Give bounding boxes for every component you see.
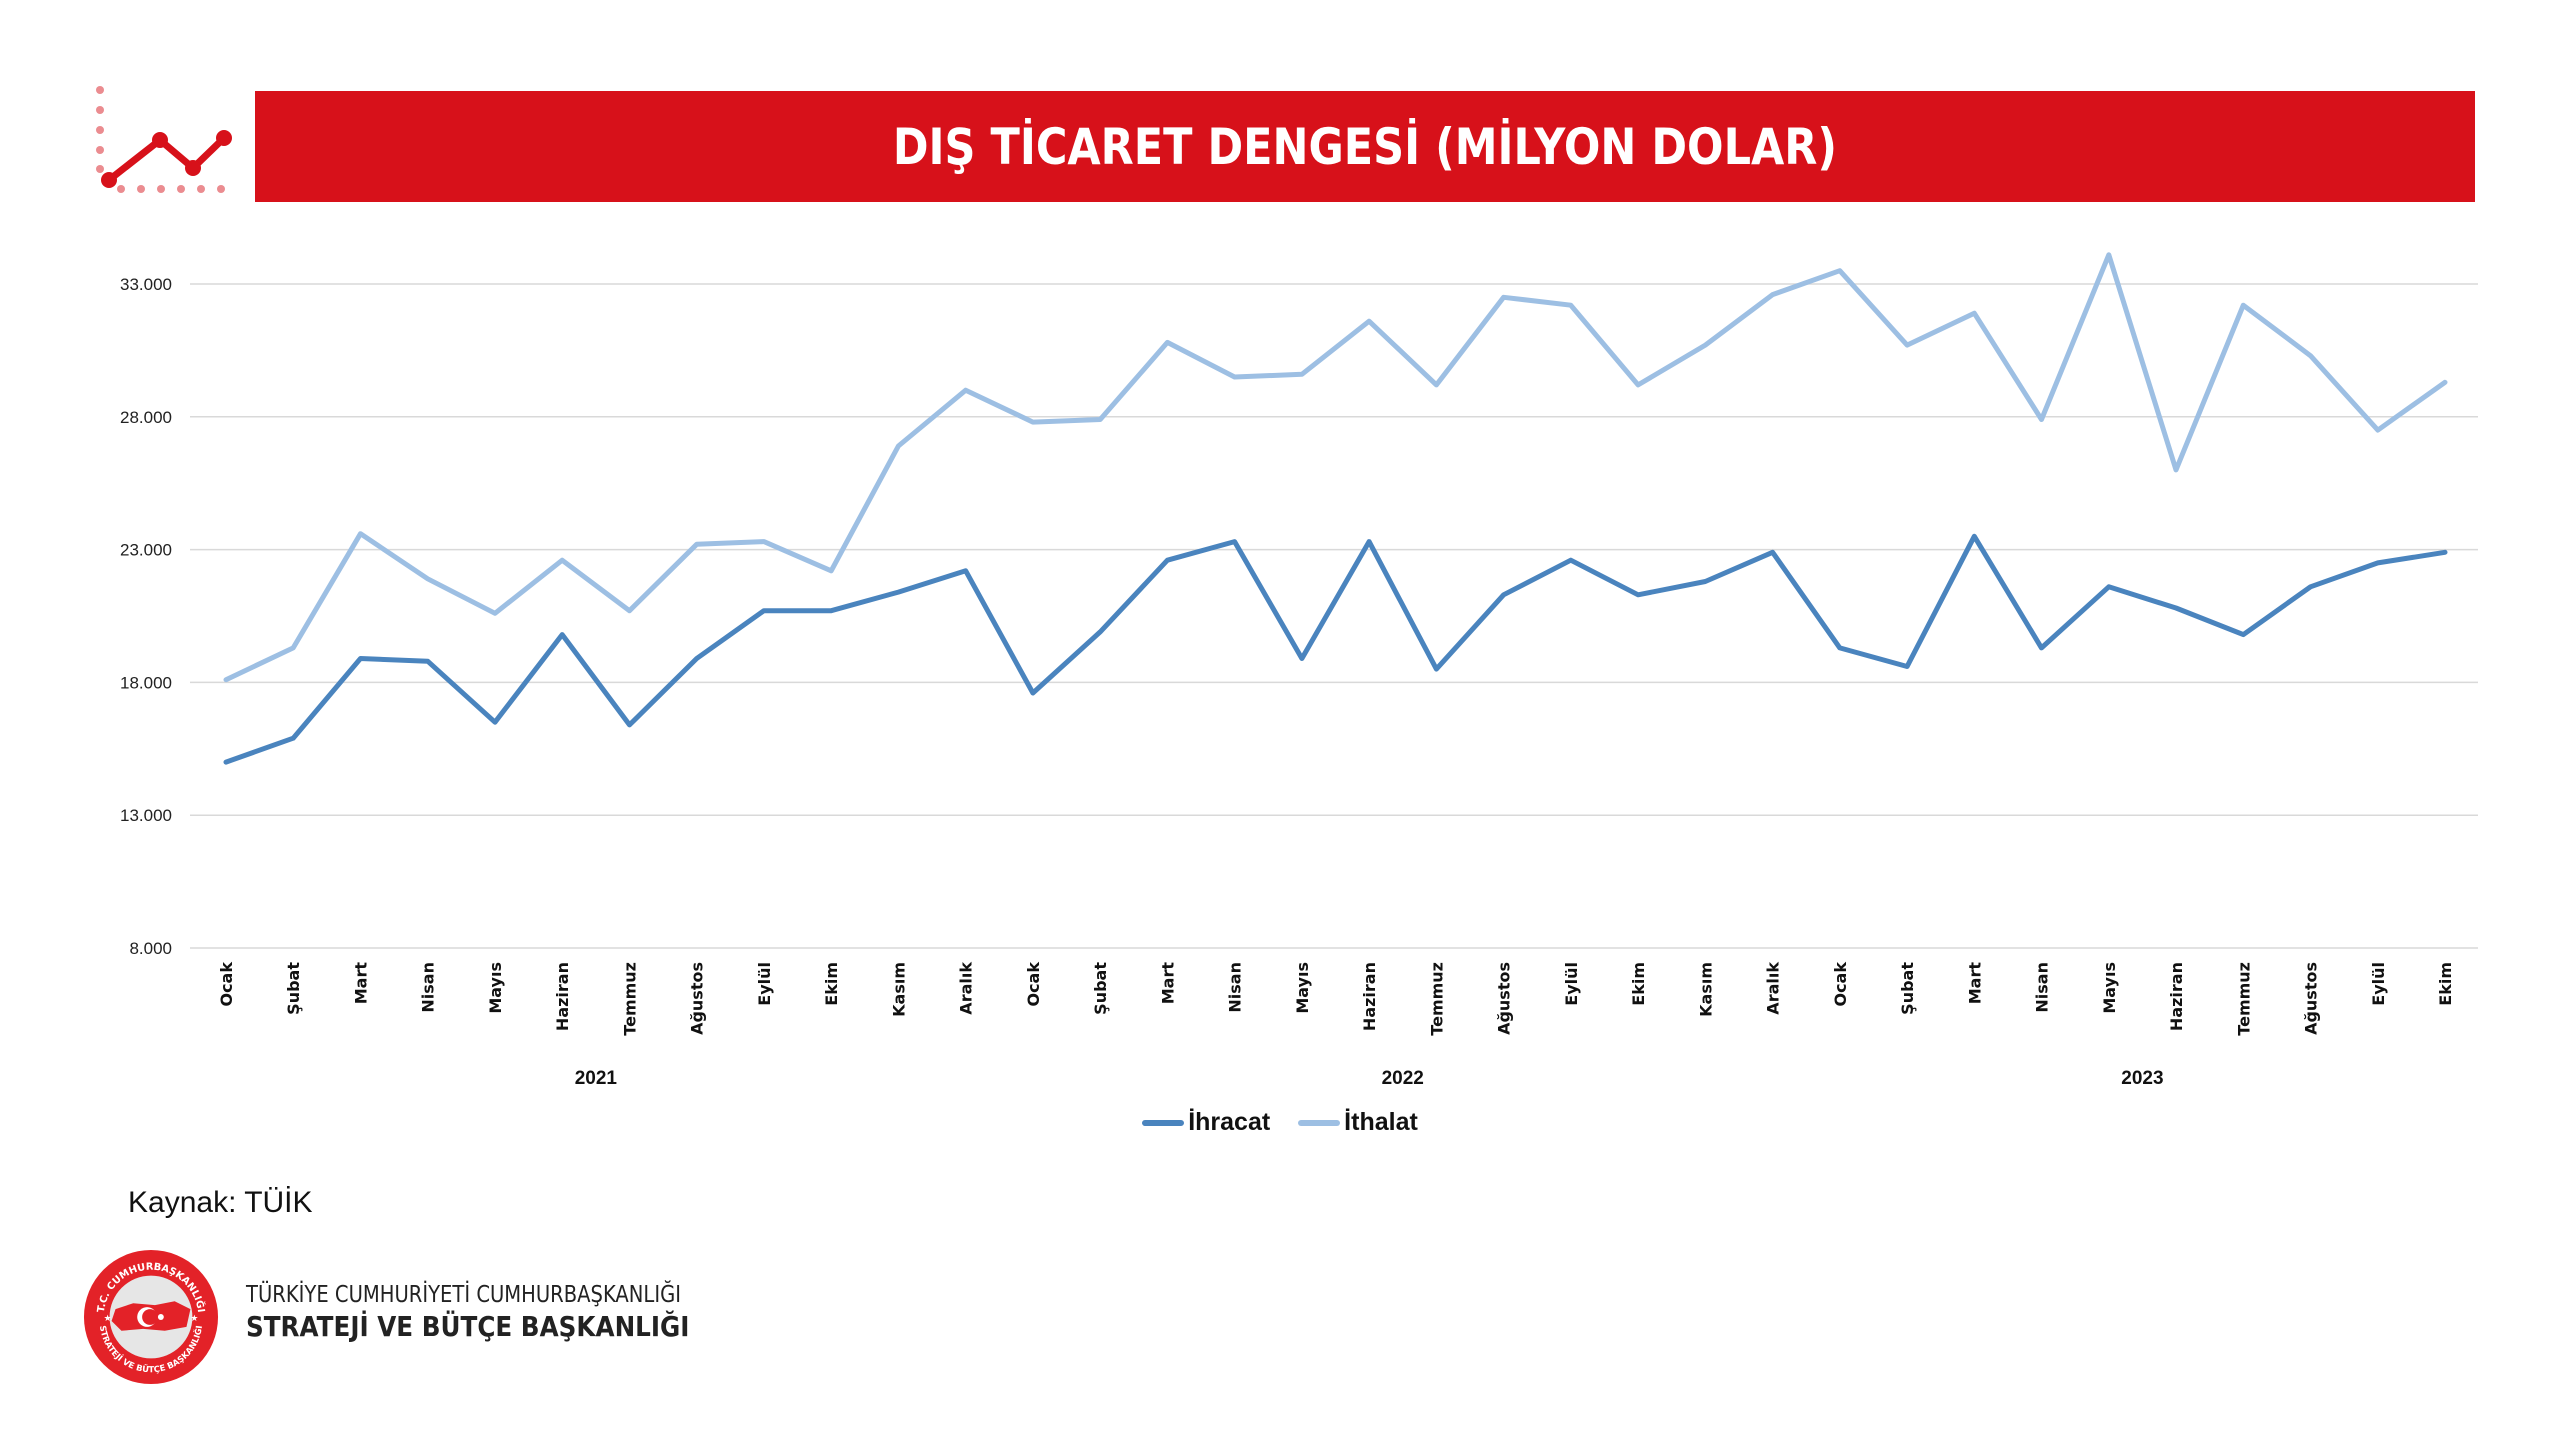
y-axis-ticks: 8.000 13.000 18.000 23.000 28.000 33.000 [120, 275, 172, 958]
x-tick-label: Ağustos [2302, 962, 2321, 1035]
series-line-ithalat [223, 252, 2448, 683]
x-tick-label: Ekim [1629, 962, 1648, 1006]
legend-swatch-ithalat [1298, 1119, 1341, 1126]
y-tick-label: 18.000 [120, 673, 172, 692]
x-tick-label: Mart [1965, 962, 1984, 1005]
series-line-ihracat [223, 533, 2448, 765]
line-chart-icon [96, 86, 232, 193]
legend-item-ithalat: İthalat [1298, 1108, 1418, 1137]
org-line-1: TÜRKİYE CUMHURİYETİ CUMHURBAŞKANLIĞI [246, 1282, 682, 1308]
x-tick-label: Aralık [957, 962, 976, 1015]
chart-title: DIŞ TİCARET DENGESİ (MİLYON DOLAR) [892, 117, 1838, 176]
legend-label-ithalat: İthalat [1344, 1108, 1418, 1136]
legend-swatch-ihracat [1142, 1119, 1185, 1126]
x-tick-label: Haziran [2167, 962, 2186, 1031]
x-tick-label: Temmuz [620, 962, 639, 1036]
x-tick-label: Mayıs [2100, 962, 2119, 1014]
year-label: 2023 [2121, 1068, 2163, 1089]
line-chart: 8.000 13.000 18.000 23.000 28.000 33.000 Ocak… [120, 252, 2478, 1089]
x-tick-label: Şubat [1091, 962, 1110, 1015]
org-line-2: STRATEJİ VE BÜTÇE BAŞKANLIĞI [246, 1310, 690, 1343]
y-tick-label: 28.000 [120, 408, 172, 427]
x-tick-label: Kasım [1696, 962, 1715, 1017]
y-tick-label: 8.000 [129, 939, 172, 958]
x-tick-label: Şubat [284, 962, 303, 1015]
x-tick-label: Ağustos [1495, 962, 1514, 1035]
x-axis-ticks: Ocak Şubat Mart Nisan Mayıs Haziran Temmuz Ağus… [217, 962, 2455, 1036]
title-banner: DIŞ TİCARET DENGESİ (MİLYON DOLAR) [255, 91, 2475, 202]
x-tick-label: Eylül [2369, 962, 2388, 1006]
x-tick-label: Ekim [2436, 962, 2455, 1006]
x-tick-label: Nisan [2033, 962, 2052, 1013]
organization-name: TÜRKİYE CUMHURİYETİ CUMHURBAŞKANLIĞI STR… [246, 1282, 758, 1343]
x-tick-label: Mart [351, 962, 370, 1005]
legend-label-ihracat: İhracat [1188, 1108, 1271, 1136]
y-tick-label: 13.000 [120, 806, 172, 825]
x-tick-label: Aralık [1764, 962, 1783, 1015]
x-tick-label: Eylül [1562, 962, 1581, 1006]
x-tick-label: Mart [1158, 962, 1177, 1005]
gridlines [190, 283, 2478, 949]
x-tick-label: Ekim [822, 962, 841, 1006]
x-tick-label: Şubat [1898, 962, 1917, 1015]
x-tick-label: Ağustos [688, 962, 707, 1035]
year-labels: 2021 2022 2023 [575, 1068, 2164, 1089]
x-tick-label: Temmuz [1427, 962, 1446, 1036]
year-label: 2021 [575, 1068, 618, 1089]
x-tick-label: Mayıs [486, 962, 505, 1014]
x-tick-label: Kasım [889, 962, 908, 1017]
turkey-map-emblem-icon: T.C. CUMHURBAŞKANLIĞI STRATEJİ VE BÜTÇE … [83, 1249, 219, 1385]
y-tick-label: 33.000 [120, 275, 172, 294]
svg-text:★: ★ [104, 1313, 112, 1323]
x-tick-label: Ocak [1831, 962, 1850, 1007]
x-tick-label: Ocak [217, 962, 236, 1007]
legend-item-ihracat: İhracat [1142, 1108, 1270, 1137]
source-note: Kaynak: TÜİK [128, 1186, 313, 1219]
svg-text:★: ★ [190, 1313, 198, 1323]
x-tick-label: Haziran [1360, 962, 1379, 1031]
x-tick-label: Eylül [755, 962, 774, 1006]
series-lines [223, 252, 2448, 765]
x-tick-label: Mayıs [1293, 962, 1312, 1014]
x-tick-label: Nisan [419, 962, 438, 1013]
x-tick-label: Nisan [1226, 962, 1245, 1013]
y-tick-label: 23.000 [120, 541, 172, 560]
x-tick-label: Haziran [553, 962, 572, 1031]
x-tick-label: Temmuz [2234, 962, 2253, 1036]
x-tick-label: Ocak [1024, 962, 1043, 1007]
chart-legend: İhracat İthalat [0, 1108, 2560, 1137]
year-label: 2022 [1382, 1068, 1424, 1089]
